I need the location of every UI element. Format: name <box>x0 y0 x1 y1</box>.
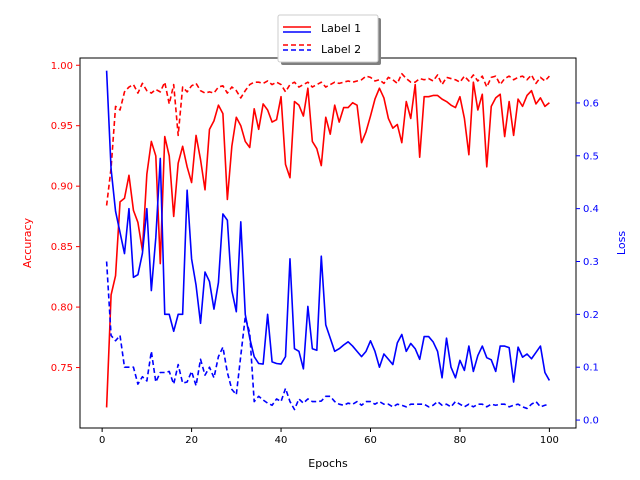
y-left-tick-label: 0.75 <box>51 363 73 374</box>
y-right-tick-label: 0.3 <box>583 257 599 268</box>
legend-label-2: Label 2 <box>321 43 361 56</box>
x-tick-label: 20 <box>185 435 198 446</box>
x-tick-label: 80 <box>454 435 467 446</box>
series-line-3-right-solid <box>105 70 551 383</box>
x-tick-label: 0 <box>99 435 105 446</box>
series-line-4-right-dashed <box>105 261 550 411</box>
y-right-axis-label: Loss <box>615 231 628 255</box>
series-layer <box>105 70 551 411</box>
y-left-tick-label: 0.85 <box>51 242 73 253</box>
y-right-tick-label: 0.1 <box>583 363 599 374</box>
y-left-axis-label: Accuracy <box>21 217 34 268</box>
y-left-ticks: 0.75 0.80 0.85 0.90 0.95 1.00 <box>51 61 80 374</box>
y-right-ticks: 0.0 0.1 0.2 0.3 0.4 0.5 0.6 <box>576 98 599 427</box>
x-tick-label: 60 <box>364 435 377 446</box>
y-left-tick-label: 0.95 <box>51 121 73 132</box>
y-right-tick-label: 0.5 <box>583 151 599 162</box>
y-left-tick-label: 1.00 <box>51 61 73 72</box>
legend: Label 1 Label 2 <box>277 14 381 65</box>
y-left-tick-label: 0.90 <box>51 182 73 193</box>
legend-label-1: Label 1 <box>321 22 361 35</box>
y-right-tick-label: 0.0 <box>583 416 599 427</box>
x-tick-label: 100 <box>540 435 559 446</box>
x-axis-label: Epochs <box>308 457 348 470</box>
series-line-2-left-dashed <box>105 72 550 206</box>
series-line-1-left-solid <box>105 81 550 408</box>
y-left-tick-label: 0.80 <box>51 303 73 314</box>
x-ticks: 0 20 40 60 80 100 <box>99 428 559 446</box>
x-tick-label: 40 <box>275 435 288 446</box>
y-right-tick-label: 0.4 <box>583 204 599 215</box>
y-right-tick-label: 0.6 <box>583 98 599 109</box>
y-right-tick-label: 0.2 <box>583 310 599 321</box>
